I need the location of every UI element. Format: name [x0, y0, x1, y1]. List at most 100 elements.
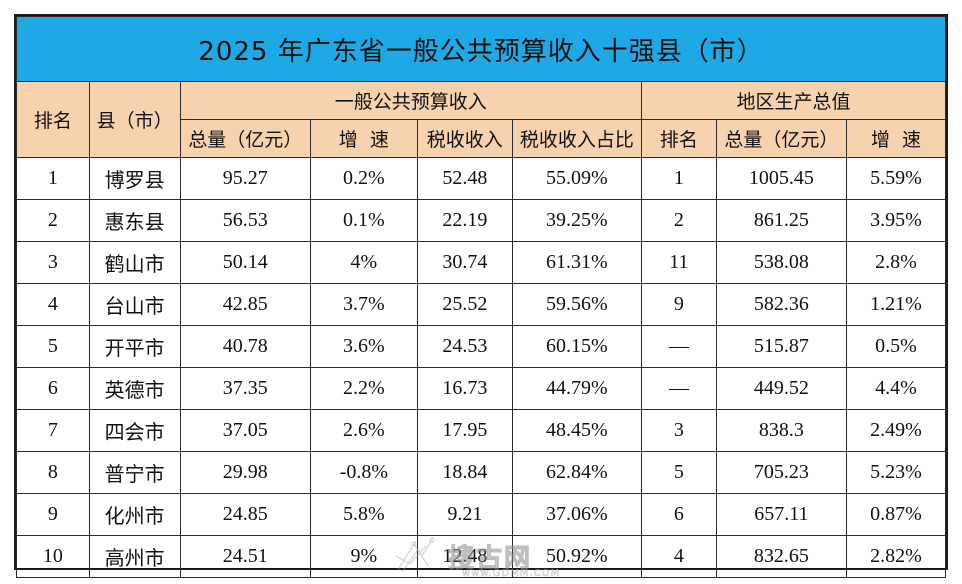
cell-gdp-growth: 3.95% — [845, 199, 947, 242]
cell-tax-revenue: 18.84 — [416, 451, 513, 494]
cell-budget-total: 29.98 — [179, 451, 311, 494]
header-county: 县（市） — [88, 81, 181, 158]
table-row: 10 高州市 24.51 9% 12.48 50.92% 4 832.65 2.82% — [16, 535, 947, 578]
cell-county: 普宁市 — [88, 451, 181, 494]
cell-gdp-rank: 6 — [641, 493, 717, 536]
cell-gdp-growth: 2.49% — [845, 409, 947, 452]
cell-tax-revenue: 24.53 — [416, 325, 513, 368]
table-row: 1 博罗县 95.27 0.2% 52.48 55.09% 1 1005.45 5.59% — [16, 157, 947, 200]
cell-gdp-growth: 1.21% — [845, 283, 947, 326]
ranking-table: 2025 年广东省一般公共预算收入十强县（市） 排名 县（市） 一般公共预算收入… — [16, 16, 947, 578]
cell-gdp-total: 657.11 — [715, 493, 847, 536]
cell-tax-share: 39.25% — [511, 199, 643, 242]
cell-gdp-total: 515.87 — [715, 325, 847, 368]
cell-budget-total: 95.27 — [179, 157, 311, 200]
header-budget-growth: 增 速 — [309, 119, 418, 158]
cell-rank: 9 — [16, 493, 90, 536]
cell-rank: 1 — [16, 157, 90, 200]
cell-budget-growth: 2.6% — [309, 409, 418, 452]
cell-rank: 7 — [16, 409, 90, 452]
cell-tax-revenue: 9.21 — [416, 493, 513, 536]
cell-tax-revenue: 17.95 — [416, 409, 513, 452]
cell-gdp-total: 705.23 — [715, 451, 847, 494]
cell-gdp-growth: 0.87% — [845, 493, 947, 536]
table-row: 3 鹤山市 50.14 4% 30.74 61.31% 11 538.08 2.8% — [16, 241, 947, 284]
cell-county: 化州市 — [88, 493, 181, 536]
cell-gdp-total: 1005.45 — [715, 157, 847, 200]
cell-county: 台山市 — [88, 283, 181, 326]
header-gdp-growth: 增 速 — [845, 119, 947, 158]
cell-budget-total: 50.14 — [179, 241, 311, 284]
cell-budget-growth: 2.2% — [309, 367, 418, 410]
cell-rank: 8 — [16, 451, 90, 494]
cell-budget-growth: 3.6% — [309, 325, 418, 368]
cell-budget-total: 56.53 — [179, 199, 311, 242]
cell-gdp-growth: 2.82% — [845, 535, 947, 578]
table-row: 2 惠东县 56.53 0.1% 22.19 39.25% 2 861.25 3.95% — [16, 199, 947, 242]
cell-tax-share: 61.31% — [511, 241, 643, 284]
header-budget-group: 一般公共预算收入 — [179, 81, 643, 120]
cell-county: 四会市 — [88, 409, 181, 452]
cell-rank: 5 — [16, 325, 90, 368]
cell-gdp-total: 832.65 — [715, 535, 847, 578]
cell-rank: 10 — [16, 535, 90, 578]
header-tax-share: 税收收入占比 — [511, 119, 643, 158]
header-tax-revenue: 税收收入 — [416, 119, 513, 158]
table-row: 5 开平市 40.78 3.6% 24.53 60.15% —515.87 0.5% — [16, 325, 947, 368]
cell-budget-total: 37.35 — [179, 367, 311, 410]
cell-tax-revenue: 30.74 — [416, 241, 513, 284]
cell-budget-growth: 9% — [309, 535, 418, 578]
cell-county: 高州市 — [88, 535, 181, 578]
cell-tax-share: 62.84% — [511, 451, 643, 494]
cell-gdp-rank: 9 — [641, 283, 717, 326]
cell-county: 开平市 — [88, 325, 181, 368]
cell-gdp-rank: 4 — [641, 535, 717, 578]
cell-gdp-total: 449.52 — [715, 367, 847, 410]
cell-budget-growth: 4% — [309, 241, 418, 284]
cell-gdp-rank: — — [641, 325, 717, 368]
cell-budget-growth: 0.2% — [309, 157, 418, 200]
cell-budget-total: 42.85 — [179, 283, 311, 326]
cell-budget-growth: 5.8% — [309, 493, 418, 536]
cell-gdp-growth: 0.5% — [845, 325, 947, 368]
cell-gdp-total: 838.3 — [715, 409, 847, 452]
cell-tax-revenue: 25.52 — [416, 283, 513, 326]
cell-budget-growth: -0.8% — [309, 451, 418, 494]
cell-gdp-growth: 4.4% — [845, 367, 947, 410]
cell-budget-total: 40.78 — [179, 325, 311, 368]
table-row: 8 普宁市 29.98 -0.8% 18.84 62.84% 5 705.23 5.23% — [16, 451, 947, 494]
table-title: 2025 年广东省一般公共预算收入十强县（市） — [16, 16, 946, 82]
header-budget-total: 总量（亿元） — [179, 119, 311, 158]
cell-rank: 2 — [16, 199, 90, 242]
cell-tax-share: 55.09% — [511, 157, 643, 200]
cell-county: 惠东县 — [88, 199, 181, 242]
cell-tax-share: 37.06% — [511, 493, 643, 536]
cell-tax-share: 50.92% — [511, 535, 643, 578]
header-gdp-total: 总量（亿元） — [715, 119, 847, 158]
header-gdp-rank: 排名 — [641, 119, 717, 158]
cell-budget-total: 24.85 — [179, 493, 311, 536]
cell-tax-revenue: 22.19 — [416, 199, 513, 242]
cell-rank: 3 — [16, 241, 90, 284]
cell-tax-share: 59.56% — [511, 283, 643, 326]
cell-gdp-rank: 11 — [641, 241, 717, 284]
cell-budget-growth: 3.7% — [309, 283, 418, 326]
cell-gdp-total: 861.25 — [715, 199, 847, 242]
cell-gdp-rank: 5 — [641, 451, 717, 494]
cell-tax-share: 60.15% — [511, 325, 643, 368]
cell-tax-share: 48.45% — [511, 409, 643, 452]
table-row: 9 化州市 24.85 5.8% 9.21 37.06% 6 657.11 0.87% — [16, 493, 947, 536]
header-gdp-group: 地区生产总值 — [641, 81, 946, 120]
cell-county: 英德市 — [88, 367, 181, 410]
cell-gdp-growth: 5.23% — [845, 451, 947, 494]
cell-rank: 6 — [16, 367, 90, 410]
cell-gdp-rank: 1 — [641, 157, 717, 200]
cell-tax-revenue: 12.48 — [416, 535, 513, 578]
table-row: 4 台山市 42.85 3.7% 25.52 59.56% 9 582.36 1.21% — [16, 283, 947, 326]
cell-gdp-rank: — — [641, 367, 717, 410]
header-rank: 排名 — [16, 81, 90, 158]
cell-gdp-growth: 5.59% — [845, 157, 947, 200]
cell-gdp-rank: 2 — [641, 199, 717, 242]
cell-gdp-growth: 2.8% — [845, 241, 947, 284]
table-row: 6 英德市 37.35 2.2% 16.73 44.79% —449.52 4.4% — [16, 367, 947, 410]
